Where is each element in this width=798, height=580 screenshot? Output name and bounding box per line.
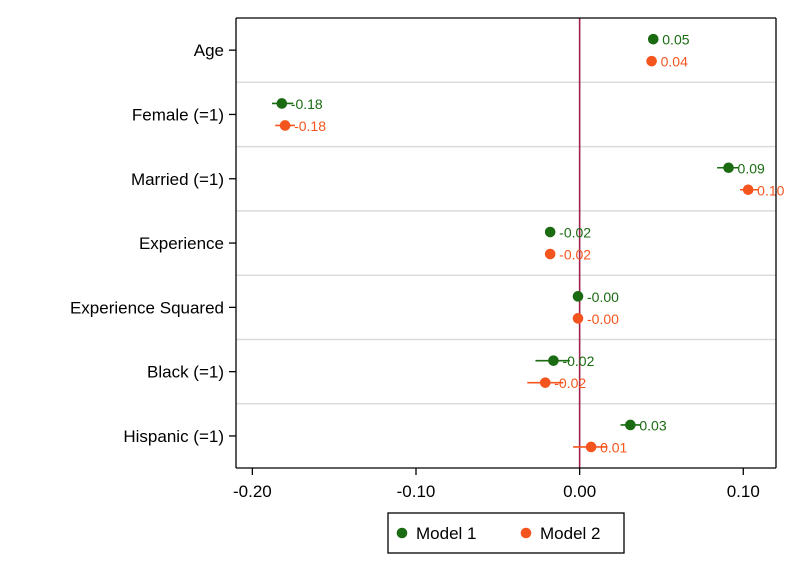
legend-marker: [396, 527, 408, 539]
data-point: [647, 33, 659, 45]
data-label: 0.10: [757, 182, 784, 198]
data-point: [572, 291, 584, 302]
y-tick-label: Experience: [139, 234, 224, 253]
y-tick-label: Age: [194, 41, 224, 60]
data-point: [544, 226, 556, 238]
data-label: 0.01: [600, 439, 627, 455]
data-point: [279, 120, 291, 131]
data-point: [544, 248, 556, 260]
data-point: [742, 184, 754, 196]
data-point: [625, 419, 636, 431]
x-tick-label: 0.00: [563, 482, 596, 501]
data-label: -0.00: [587, 289, 619, 305]
x-tick-label: -0.10: [397, 482, 436, 501]
data-label: 0.03: [639, 417, 666, 433]
data-point: [723, 162, 734, 174]
data-point: [539, 377, 551, 388]
legend-marker: [520, 527, 532, 539]
legend-label: Model 1: [416, 524, 476, 543]
data-label: -0.02: [554, 375, 586, 391]
marks-layer: 0.05 -0.18 0.09 -0.02 -0.00 -0.02 0.03 0.04 -0.1…: [272, 32, 785, 455]
y-tick-label: Black (=1): [147, 363, 224, 382]
grid-layer: [236, 81, 776, 405]
data-point: [646, 55, 657, 67]
data-point: [585, 441, 597, 453]
legend-label: Model 2: [540, 524, 600, 543]
y-tick-label: Married (=1): [131, 170, 224, 189]
data-point: [276, 98, 288, 109]
legend-box: [387, 512, 625, 554]
data-label: -0.18: [294, 118, 326, 134]
data-label: -0.02: [559, 225, 591, 241]
data-label: -0.02: [559, 247, 591, 263]
data-label: 0.09: [738, 160, 765, 176]
y-tick-label: Experience Squared: [70, 298, 224, 317]
axis-layer: Age Female (=1) Married (=1) Experience Expe…: [70, 17, 777, 501]
x-tick-label: -0.20: [233, 482, 272, 501]
data-label: 0.04: [661, 54, 688, 70]
data-label: -0.00: [587, 311, 619, 327]
legend: Model 1 Model 2: [387, 512, 625, 554]
data-label: -0.18: [291, 96, 323, 112]
y-tick-label: Female (=1): [132, 105, 224, 124]
data-label: 0.05: [662, 32, 689, 48]
data-point: [548, 355, 559, 366]
data-point: [572, 313, 584, 324]
x-tick-label: 0.10: [727, 482, 760, 501]
data-label: -0.02: [562, 353, 594, 369]
y-tick-label: Hispanic (=1): [123, 427, 224, 446]
